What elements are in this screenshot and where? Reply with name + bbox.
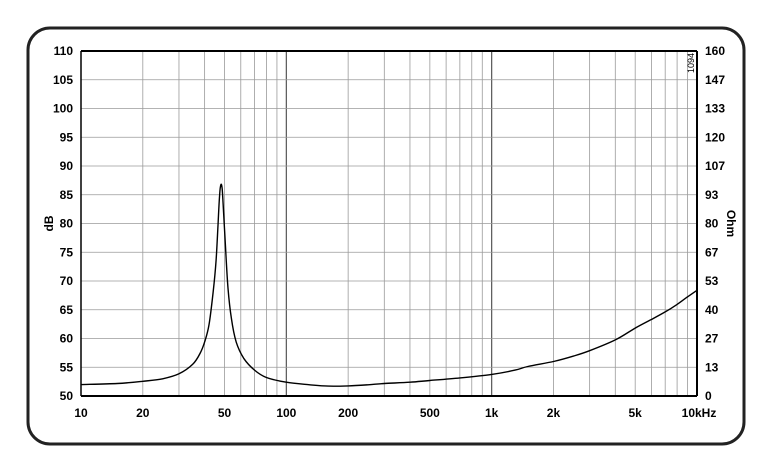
x-tick-label: 100 bbox=[276, 406, 296, 420]
x-tick-label: 50 bbox=[218, 406, 232, 420]
y-tick-label-left: 65 bbox=[60, 303, 74, 317]
y-tick-label-left: 80 bbox=[60, 217, 74, 231]
y-tick-label-right: 160 bbox=[705, 44, 725, 58]
y-axis-label-right: Ohm bbox=[724, 210, 738, 237]
y-tick-label-right: 13 bbox=[705, 360, 719, 374]
x-tick-label: 2k bbox=[547, 406, 561, 420]
x-tick-label: 20 bbox=[136, 406, 150, 420]
y-tick-label-right: 27 bbox=[705, 332, 719, 346]
x-tick-label: 200 bbox=[338, 406, 358, 420]
y-tick-label-right: 120 bbox=[705, 130, 725, 144]
y-tick-label-left: 105 bbox=[53, 73, 73, 87]
y-axis-label-left: dB bbox=[42, 215, 56, 231]
x-tick-label: 500 bbox=[420, 406, 440, 420]
chart-frame bbox=[26, 26, 746, 446]
plot-area: 50 55 60 65 70 75 80 85 90 95 100 105 110 0 13 27 40 53 67… bbox=[42, 44, 738, 420]
y-tick-label-left: 55 bbox=[60, 360, 74, 374]
y-tick-label-right: 133 bbox=[705, 102, 725, 116]
y-tick-label-left: 75 bbox=[60, 245, 74, 259]
y-tick-label-right: 67 bbox=[705, 245, 719, 259]
x-tick-label: 5k bbox=[629, 406, 643, 420]
y-tick-label-right: 93 bbox=[705, 188, 719, 202]
y-tick-label-left: 60 bbox=[60, 332, 74, 346]
y-tick-label-right: 0 bbox=[705, 389, 712, 403]
y-tick-label-left: 85 bbox=[60, 188, 74, 202]
impedance-curve bbox=[80, 183, 698, 387]
y-tick-label-right: 53 bbox=[705, 274, 719, 288]
y-tick-label-right: 80 bbox=[705, 217, 719, 231]
x-tick-label: 10kHz bbox=[682, 406, 717, 420]
watermark-label: 1094 bbox=[686, 53, 696, 73]
y-tick-label-left: 100 bbox=[53, 102, 73, 116]
y-tick-label-right: 147 bbox=[705, 73, 725, 87]
y-tick-label-left: 90 bbox=[60, 159, 74, 173]
y-tick-label-left: 70 bbox=[60, 274, 74, 288]
x-tick-label: 10 bbox=[74, 406, 88, 420]
y-tick-label-right: 40 bbox=[705, 303, 719, 317]
y-tick-label-left: 110 bbox=[54, 44, 74, 58]
x-tick-label: 1k bbox=[485, 406, 499, 420]
y-tick-label-left: 50 bbox=[60, 389, 74, 403]
y-tick-label-right: 107 bbox=[705, 159, 725, 173]
y-tick-label-left: 95 bbox=[60, 130, 74, 144]
